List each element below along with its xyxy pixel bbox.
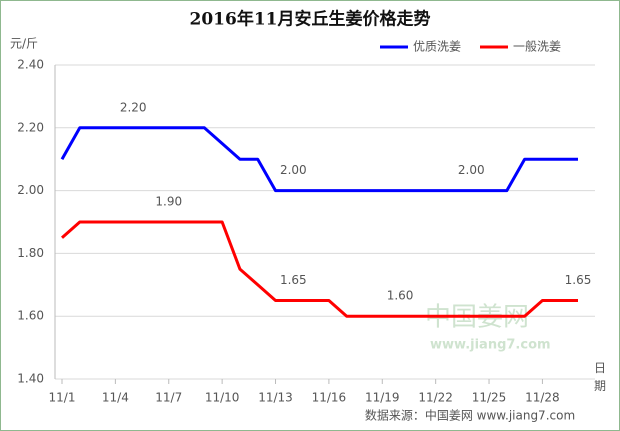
value-label: 2.00 [458, 163, 485, 177]
source: 数据来源：中国姜网 www.jiang7.com [365, 408, 575, 423]
series-line [61, 220, 578, 318]
value-label: 1.65 [565, 273, 592, 287]
y-tick-label: 2.00 [17, 183, 44, 197]
x-tick-label: 11/22 [418, 391, 453, 405]
value-label: 2.20 [120, 100, 147, 114]
y-tick-label: 1.60 [17, 309, 44, 323]
y-axis-label: 元/斤 [10, 37, 38, 51]
y-tick-label: 2.40 [17, 58, 44, 72]
x-tick-label: 11/25 [472, 391, 507, 405]
value-label: 1.65 [280, 273, 307, 287]
chart-title: 2016年11月安丘生姜价格走势 [190, 9, 431, 30]
x-tick-label: 11/19 [365, 391, 400, 405]
x-tick-label: 11/10 [205, 391, 240, 405]
y-tick-label: 1.40 [17, 372, 44, 386]
y-tick-label: 2.20 [17, 120, 44, 134]
watermark: www.jiang7.com [430, 338, 551, 353]
x-tick-label: 11/13 [258, 391, 293, 405]
legend-label: 优质洗姜 [413, 40, 461, 54]
x-tick-label: 11/1 [49, 391, 76, 405]
value-label: 1.90 [155, 195, 182, 209]
x-axis-label: 日期 [594, 361, 606, 393]
series-line [60, 126, 578, 193]
x-tick-label: 11/7 [155, 391, 182, 405]
x-tick-label: 11/16 [312, 391, 347, 405]
legend-label: 一般洗姜 [513, 39, 561, 54]
value-label: 2.00 [280, 163, 307, 177]
x-tick-label: 11/28 [525, 391, 560, 405]
y-tick-label: 1.80 [17, 246, 44, 260]
value-label: 1.60 [387, 289, 414, 303]
x-tick-label: 11/4 [102, 391, 129, 405]
